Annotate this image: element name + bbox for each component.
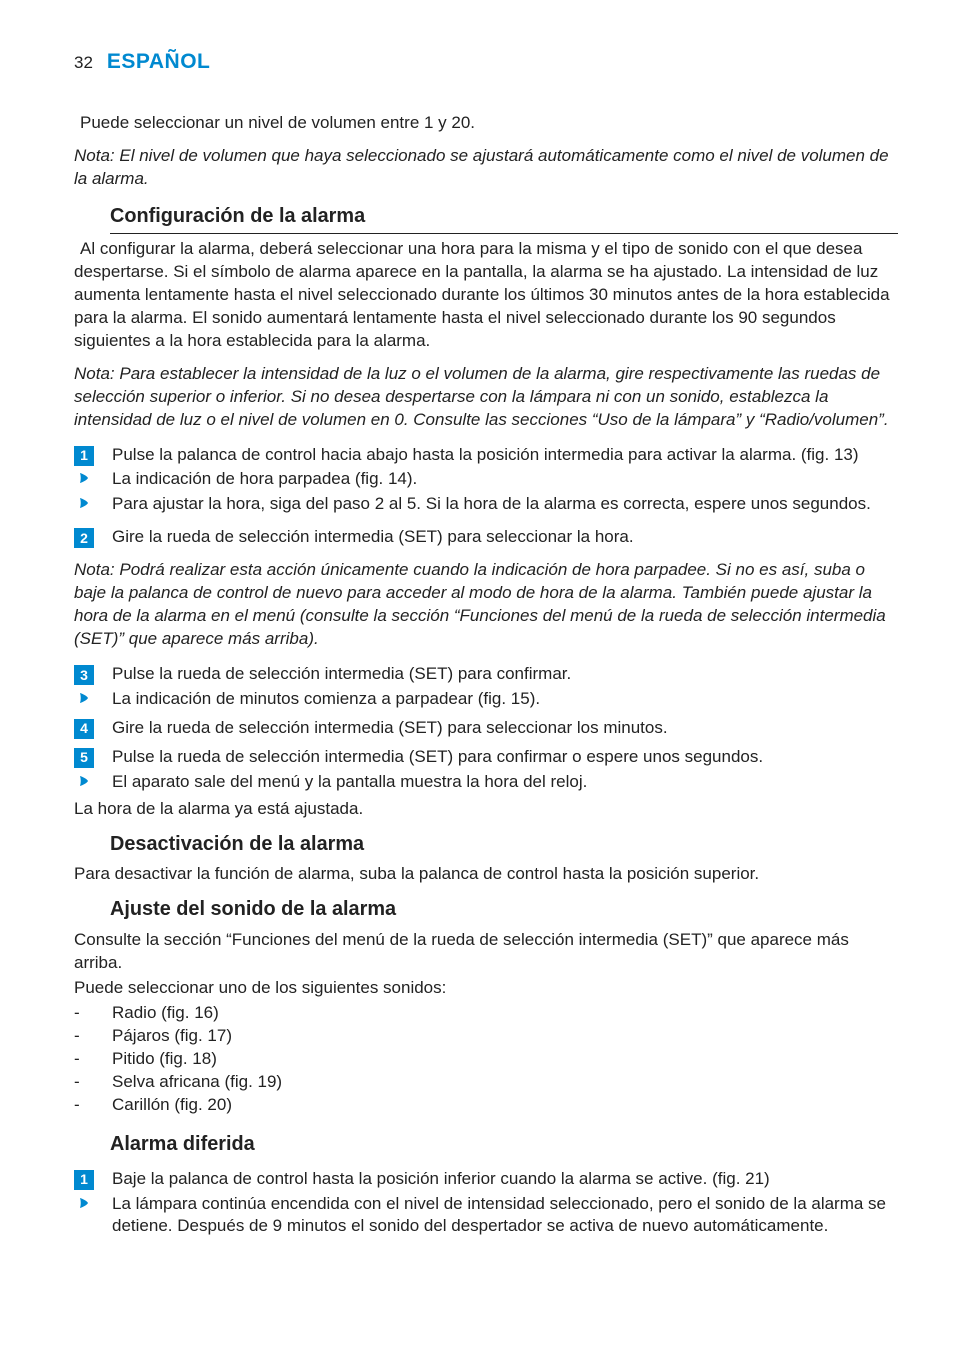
step-5: 5 Pulse la rueda de selección intermedia…: [74, 746, 898, 769]
bullet-row: El aparato sale del menú y la pantalla m…: [74, 771, 898, 794]
section-title-deactivate: Desactivación de la alarma: [110, 831, 898, 860]
bullet-text: La indicación de minutos comienza a parp…: [102, 688, 898, 711]
bullet-text: La lámpara continúa encendida con el niv…: [102, 1193, 898, 1239]
intro-note: Nota: El nivel de volumen que haya selec…: [74, 145, 898, 191]
dash-icon: -: [74, 1025, 94, 1048]
step-text: Pulse la palanca de control hacia abajo …: [102, 444, 898, 467]
step-text: Gire la rueda de selección intermedia (S…: [102, 526, 898, 549]
dash-icon: -: [74, 1094, 94, 1117]
bullet-text: Para ajustar la hora, siga del paso 2 al…: [102, 493, 898, 516]
bullet-row: La lámpara continúa encendida con el niv…: [74, 1193, 898, 1239]
triangle-bullet-icon: [74, 1197, 94, 1209]
step-badge: 4: [74, 719, 94, 739]
language-title: ESPAÑOL: [107, 48, 210, 76]
list-text: Radio (fig. 16): [102, 1002, 898, 1025]
page-header: 32 ESPAÑOL: [74, 48, 898, 76]
list-item: -Pitido (fig. 18): [74, 1048, 898, 1071]
step-badge: 1: [74, 446, 94, 466]
dash-icon: -: [74, 1071, 94, 1094]
page-number: 32: [74, 52, 93, 75]
list-text: Pájaros (fig. 17): [102, 1025, 898, 1048]
step-badge: 5: [74, 748, 94, 768]
bullet-row: La indicación de minutos comienza a parp…: [74, 688, 898, 711]
step-2: 2 Gire la rueda de selección intermedia …: [74, 526, 898, 549]
bullet-row: La indicación de hora parpadea (fig. 14)…: [74, 468, 898, 491]
section-title-config: Configuración de la alarma: [110, 203, 898, 234]
sound-paragraph-1: Consulte la sección “Funciones del menú …: [74, 929, 898, 975]
bullet-text: La indicación de hora parpadea (fig. 14)…: [102, 468, 898, 491]
intro-paragraph: Puede seleccionar un nivel de volumen en…: [74, 112, 898, 135]
triangle-bullet-icon: [74, 692, 94, 704]
section-title-sound: Ajuste del sonido de la alarma: [110, 896, 898, 925]
step-badge: 1: [74, 1170, 94, 1190]
list-text: Pitido (fig. 18): [102, 1048, 898, 1071]
triangle-bullet-icon: [74, 472, 94, 484]
list-item: -Radio (fig. 16): [74, 1002, 898, 1025]
result-text: La hora de la alarma ya está ajustada.: [74, 798, 898, 821]
list-text: Selva africana (fig. 19): [102, 1071, 898, 1094]
step-text: Pulse la rueda de selección intermedia (…: [102, 663, 898, 686]
config-note-2: Nota: Podrá realizar esta acción únicame…: [74, 559, 898, 651]
list-text: Carillón (fig. 20): [102, 1094, 898, 1117]
list-item: -Carillón (fig. 20): [74, 1094, 898, 1117]
step-1: 1 Pulse la palanca de control hacia abaj…: [74, 444, 898, 467]
list-item: -Pájaros (fig. 17): [74, 1025, 898, 1048]
snooze-step-1: 1 Baje la palanca de control hasta la po…: [74, 1168, 898, 1191]
dash-icon: -: [74, 1002, 94, 1025]
triangle-bullet-icon: [74, 497, 94, 509]
step-text: Pulse la rueda de selección intermedia (…: [102, 746, 898, 769]
step-badge: 2: [74, 528, 94, 548]
dash-icon: -: [74, 1048, 94, 1071]
step-badge: 3: [74, 665, 94, 685]
bullet-row: Para ajustar la hora, siga del paso 2 al…: [74, 493, 898, 516]
triangle-bullet-icon: [74, 775, 94, 787]
sound-list: -Radio (fig. 16) -Pájaros (fig. 17) -Pit…: [74, 1002, 898, 1117]
step-3: 3 Pulse la rueda de selección intermedia…: [74, 663, 898, 686]
step-text: Gire la rueda de selección intermedia (S…: [102, 717, 898, 740]
bullet-text: El aparato sale del menú y la pantalla m…: [102, 771, 898, 794]
step-4: 4 Gire la rueda de selección intermedia …: [74, 717, 898, 740]
config-paragraph: Al configurar la alarma, deberá seleccio…: [74, 238, 898, 353]
section-title-snooze: Alarma diferida: [110, 1131, 898, 1160]
config-note-1: Nota: Para establecer la intensidad de l…: [74, 363, 898, 432]
step-text: Baje la palanca de control hasta la posi…: [102, 1168, 898, 1191]
deactivate-paragraph: Para desactivar la función de alarma, su…: [74, 863, 898, 886]
sound-paragraph-2: Puede seleccionar uno de los siguientes …: [74, 977, 898, 1000]
list-item: -Selva africana (fig. 19): [74, 1071, 898, 1094]
